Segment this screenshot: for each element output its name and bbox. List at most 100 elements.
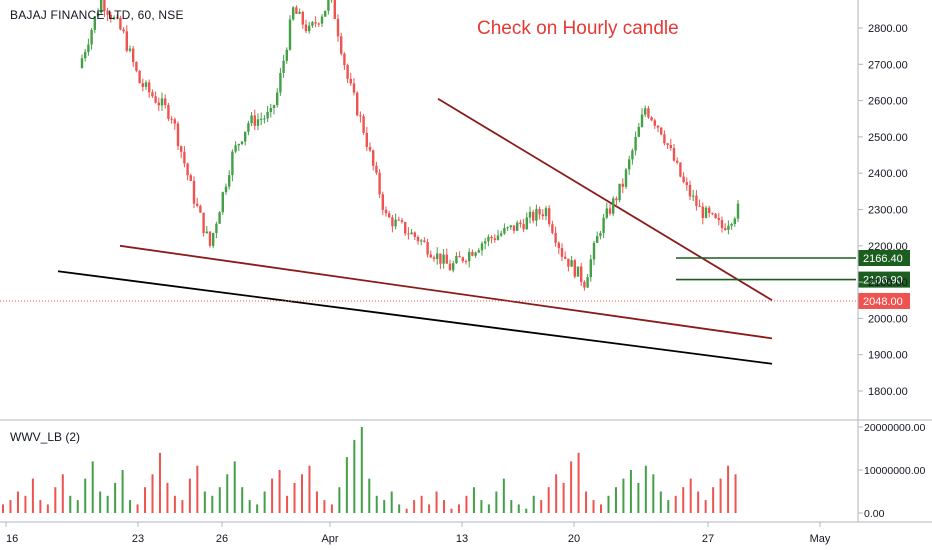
candle-body	[349, 78, 352, 84]
candle-body	[346, 65, 349, 79]
candle-body	[442, 254, 445, 264]
candle-body	[362, 116, 365, 133]
candle-body	[119, 17, 122, 30]
candle-body	[314, 22, 317, 24]
volume-bar	[562, 482, 565, 513]
time-tick-label: 16	[6, 533, 18, 545]
candle-body	[436, 253, 439, 260]
candle-body	[212, 233, 215, 246]
candle-body	[365, 132, 368, 148]
candle-body	[423, 240, 426, 243]
last-price-label: 2048.00	[863, 296, 903, 308]
candle-body	[701, 206, 704, 218]
volume-bar	[495, 491, 498, 513]
volume-bar	[510, 500, 513, 513]
candle-body	[80, 58, 84, 68]
candle-body	[352, 83, 356, 93]
candle-body	[557, 242, 560, 249]
trendline-lower	[119, 244, 773, 340]
candle-body	[253, 115, 256, 126]
volume-bar	[360, 427, 363, 513]
candle-body	[173, 119, 176, 124]
candle-body	[612, 198, 615, 214]
candle-body	[605, 208, 608, 218]
volume-bar	[585, 491, 588, 513]
candle-body	[215, 223, 218, 234]
volume-bar	[390, 491, 393, 513]
candle-body	[148, 82, 151, 93]
candle-body	[160, 98, 164, 106]
candle-body	[116, 17, 119, 19]
candle-body	[567, 258, 570, 267]
volume-bar	[54, 487, 57, 513]
price-tick-label: 1900.00	[868, 350, 908, 362]
candle-body	[292, 7, 295, 20]
candle-body	[455, 255, 458, 264]
candle-body	[660, 127, 663, 135]
candle-body	[391, 217, 394, 227]
candle-body	[285, 49, 288, 61]
candle-body	[429, 254, 432, 258]
volume-bar	[241, 487, 244, 513]
candle-body	[672, 148, 676, 161]
volume-bar	[570, 461, 573, 513]
volume-bar	[472, 487, 475, 513]
candle-body	[653, 120, 656, 126]
volume-bar	[734, 474, 737, 513]
price-tick-label: 2800.00	[868, 23, 908, 35]
price-tick-label: 2700.00	[868, 59, 908, 71]
candle-body	[471, 251, 474, 256]
volume-bar	[682, 487, 685, 513]
candle-body	[167, 104, 170, 119]
candle-body	[724, 228, 727, 230]
candle-body	[596, 236, 599, 243]
volume-bar	[151, 474, 154, 513]
volume-bar	[129, 500, 132, 513]
candle-body	[666, 143, 669, 146]
candle-body	[704, 207, 708, 218]
candle-body	[240, 141, 244, 145]
volume-bar	[24, 495, 27, 513]
candle-body	[516, 222, 519, 231]
candle-body	[154, 96, 157, 103]
volume-bar	[383, 500, 386, 513]
candle-body	[368, 147, 372, 151]
time-tick-label: 23	[132, 533, 144, 545]
candle-body	[397, 219, 400, 221]
candle-body	[727, 225, 730, 230]
candle-body	[356, 92, 359, 116]
candle-body	[125, 31, 128, 51]
candle-body	[656, 125, 660, 128]
candle-body	[170, 118, 173, 120]
candle-body	[528, 211, 532, 218]
candle-body	[250, 115, 253, 124]
volume-bar	[614, 487, 617, 513]
candle-body	[637, 126, 640, 137]
candle-body	[93, 16, 96, 30]
candle-body	[327, 0, 330, 11]
candle-body	[132, 48, 135, 63]
candle-body	[692, 195, 695, 197]
candle-body	[100, 0, 103, 13]
candle-body	[183, 151, 186, 164]
candle-body	[256, 119, 260, 126]
candle-body	[640, 114, 644, 127]
volume-bar	[525, 508, 528, 513]
candle-body	[416, 236, 420, 242]
candle-body	[311, 22, 314, 26]
candle-body	[599, 233, 602, 237]
volume-bar	[457, 504, 460, 513]
candle-body	[157, 102, 160, 106]
candle-body	[84, 51, 87, 59]
candle-body	[180, 146, 183, 152]
candle-body	[301, 11, 304, 25]
volume-bar	[689, 478, 692, 513]
candle-body	[336, 18, 340, 37]
volume-bar	[301, 474, 303, 513]
candle-body	[151, 92, 154, 97]
candle-body	[474, 252, 477, 256]
candle-body	[381, 194, 384, 210]
candle-body	[602, 217, 605, 234]
volume-bar	[353, 439, 356, 513]
